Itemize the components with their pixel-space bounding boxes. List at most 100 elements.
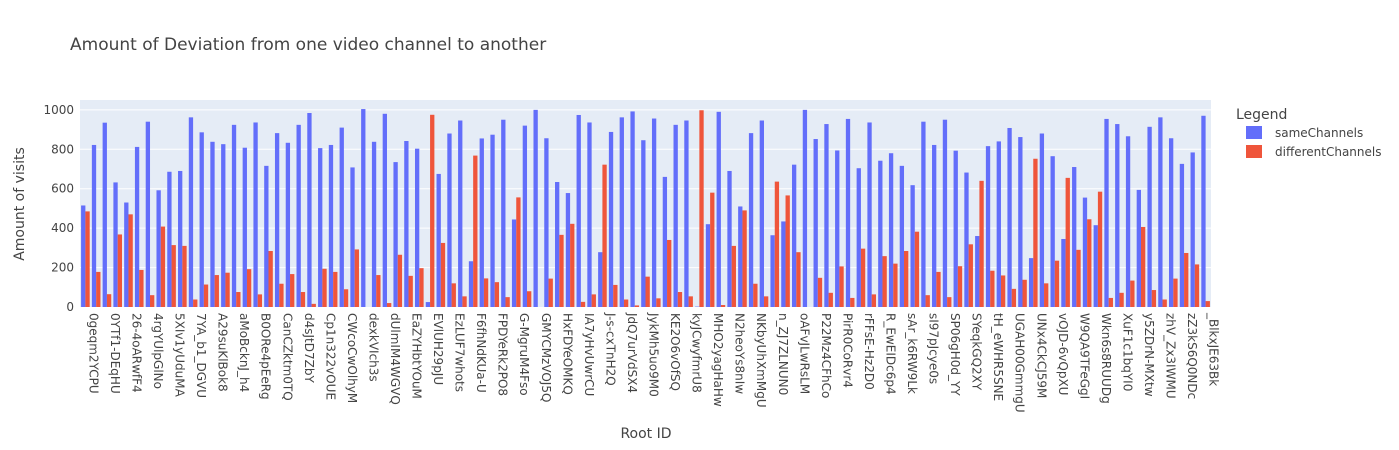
bar-differentChannels-66[interactable] xyxy=(796,252,801,307)
bar-differentChannels-32[interactable] xyxy=(430,114,435,307)
bar-sameChannels-35[interactable] xyxy=(458,120,463,308)
bar-sameChannels-3[interactable] xyxy=(113,182,118,307)
bar-sameChannels-65[interactable] xyxy=(781,221,786,307)
bar-sameChannels-53[interactable] xyxy=(651,118,657,307)
bar-differentChannels-20[interactable] xyxy=(300,292,306,307)
bar-differentChannels-54[interactable] xyxy=(667,239,672,307)
bar-differentChannels-95[interactable] xyxy=(1108,297,1113,307)
bar-differentChannels-101[interactable] xyxy=(1173,278,1178,307)
bar-differentChannels-19[interactable] xyxy=(290,274,295,307)
bar-differentChannels-39[interactable] xyxy=(505,297,510,307)
bar-differentChannels-72[interactable] xyxy=(860,248,866,307)
bar-differentChannels-28[interactable] xyxy=(386,303,392,307)
bar-differentChannels-25[interactable] xyxy=(354,249,359,307)
bar-differentChannels-102[interactable] xyxy=(1184,252,1189,307)
bar-differentChannels-103[interactable] xyxy=(1194,264,1200,307)
bar-differentChannels-44[interactable] xyxy=(559,234,564,307)
bar-sameChannels-55[interactable] xyxy=(673,124,678,307)
bar-sameChannels-73[interactable] xyxy=(867,122,872,307)
bar-differentChannels-81[interactable] xyxy=(957,266,963,307)
bar-sameChannels-33[interactable] xyxy=(436,173,441,307)
bar-differentChannels-41[interactable] xyxy=(527,291,532,307)
bar-sameChannels-100[interactable] xyxy=(1158,117,1163,307)
bar-differentChannels-70[interactable] xyxy=(839,266,844,307)
bar-differentChannels-33[interactable] xyxy=(440,242,446,307)
bar-sameChannels-40[interactable] xyxy=(511,219,517,307)
bar-differentChannels-65[interactable] xyxy=(785,195,790,307)
bar-sameChannels-97[interactable] xyxy=(1125,136,1131,307)
bar-sameChannels-29[interactable] xyxy=(393,162,398,307)
bar-sameChannels-22[interactable] xyxy=(318,148,323,307)
bar-sameChannels-7[interactable] xyxy=(156,190,161,307)
bar-differentChannels-93[interactable] xyxy=(1087,219,1092,307)
bar-sameChannels-34[interactable] xyxy=(447,133,452,307)
bar-sameChannels-28[interactable] xyxy=(382,113,387,307)
bar-sameChannels-48[interactable] xyxy=(598,252,603,307)
bar-sameChannels-43[interactable] xyxy=(544,138,549,307)
bar-differentChannels-88[interactable] xyxy=(1033,158,1038,307)
bar-sameChannels-27[interactable] xyxy=(371,141,377,307)
bar-differentChannels-104[interactable] xyxy=(1205,301,1210,307)
bar-sameChannels-79[interactable] xyxy=(932,144,937,307)
bar-sameChannels-6[interactable] xyxy=(145,121,151,307)
bar-sameChannels-67[interactable] xyxy=(802,109,808,307)
bar-sameChannels-72[interactable] xyxy=(856,168,861,307)
bar-sameChannels-11[interactable] xyxy=(199,132,204,307)
bar-differentChannels-46[interactable] xyxy=(580,301,586,307)
bar-sameChannels-102[interactable] xyxy=(1179,163,1185,307)
bar-differentChannels-30[interactable] xyxy=(408,275,413,307)
legend-label-samechannels[interactable]: sameChannels xyxy=(1275,126,1363,140)
bar-differentChannels-38[interactable] xyxy=(494,282,500,307)
bar-differentChannels-6[interactable] xyxy=(150,295,155,307)
bar-differentChannels-9[interactable] xyxy=(182,245,187,307)
bar-sameChannels-19[interactable] xyxy=(285,142,291,307)
bar-differentChannels-63[interactable] xyxy=(763,296,769,307)
bar-differentChannels-2[interactable] xyxy=(106,294,112,307)
bar-sameChannels-78[interactable] xyxy=(921,121,926,307)
bar-differentChannels-96[interactable] xyxy=(1119,292,1124,307)
bar-sameChannels-58[interactable] xyxy=(705,224,711,307)
bar-sameChannels-30[interactable] xyxy=(404,141,409,307)
bar-sameChannels-66[interactable] xyxy=(791,164,797,307)
bar-differentChannels-78[interactable] xyxy=(925,295,930,307)
bar-sameChannels-93[interactable] xyxy=(1082,197,1088,307)
bar-sameChannels-80[interactable] xyxy=(942,119,948,308)
bar-differentChannels-22[interactable] xyxy=(322,268,327,307)
bar-differentChannels-53[interactable] xyxy=(656,298,661,307)
bar-sameChannels-70[interactable] xyxy=(835,150,840,307)
bar-differentChannels-68[interactable] xyxy=(817,277,823,307)
bar-sameChannels-0[interactable] xyxy=(81,205,86,307)
bar-differentChannels-85[interactable] xyxy=(1000,275,1006,307)
bar-sameChannels-38[interactable] xyxy=(490,134,495,307)
bar-sameChannels-87[interactable] xyxy=(1018,137,1023,307)
bar-sameChannels-26[interactable] xyxy=(361,109,366,307)
bar-sameChannels-99[interactable] xyxy=(1147,126,1152,307)
legend-label-differentchannels[interactable]: differentChannels xyxy=(1275,145,1381,159)
bar-differentChannels-0[interactable] xyxy=(85,211,90,307)
bar-sameChannels-83[interactable] xyxy=(975,236,980,307)
bar-differentChannels-74[interactable] xyxy=(882,256,887,307)
bar-differentChannels-31[interactable] xyxy=(419,268,424,307)
bar-sameChannels-20[interactable] xyxy=(296,124,301,307)
bar-sameChannels-74[interactable] xyxy=(878,160,883,307)
bar-differentChannels-37[interactable] xyxy=(483,278,489,307)
bar-differentChannels-59[interactable] xyxy=(720,305,726,307)
bar-sameChannels-25[interactable] xyxy=(350,167,355,307)
bar-sameChannels-75[interactable] xyxy=(888,153,894,307)
bar-differentChannels-61[interactable] xyxy=(742,210,747,307)
bar-differentChannels-8[interactable] xyxy=(171,245,176,307)
bar-differentChannels-58[interactable] xyxy=(710,192,715,307)
bar-sameChannels-71[interactable] xyxy=(845,118,851,308)
bar-differentChannels-62[interactable] xyxy=(753,283,758,307)
bar-sameChannels-88[interactable] xyxy=(1028,258,1034,307)
bar-differentChannels-43[interactable] xyxy=(548,278,553,307)
bar-differentChannels-12[interactable] xyxy=(214,275,219,307)
bar-sameChannels-63[interactable] xyxy=(759,120,764,308)
bar-differentChannels-40[interactable] xyxy=(516,197,521,307)
bar-differentChannels-1[interactable] xyxy=(96,271,101,307)
bar-sameChannels-14[interactable] xyxy=(231,124,237,307)
bar-sameChannels-81[interactable] xyxy=(953,150,958,307)
bar-sameChannels-32[interactable] xyxy=(425,302,431,307)
bar-differentChannels-64[interactable] xyxy=(774,181,780,307)
bar-differentChannels-56[interactable] xyxy=(688,296,693,307)
